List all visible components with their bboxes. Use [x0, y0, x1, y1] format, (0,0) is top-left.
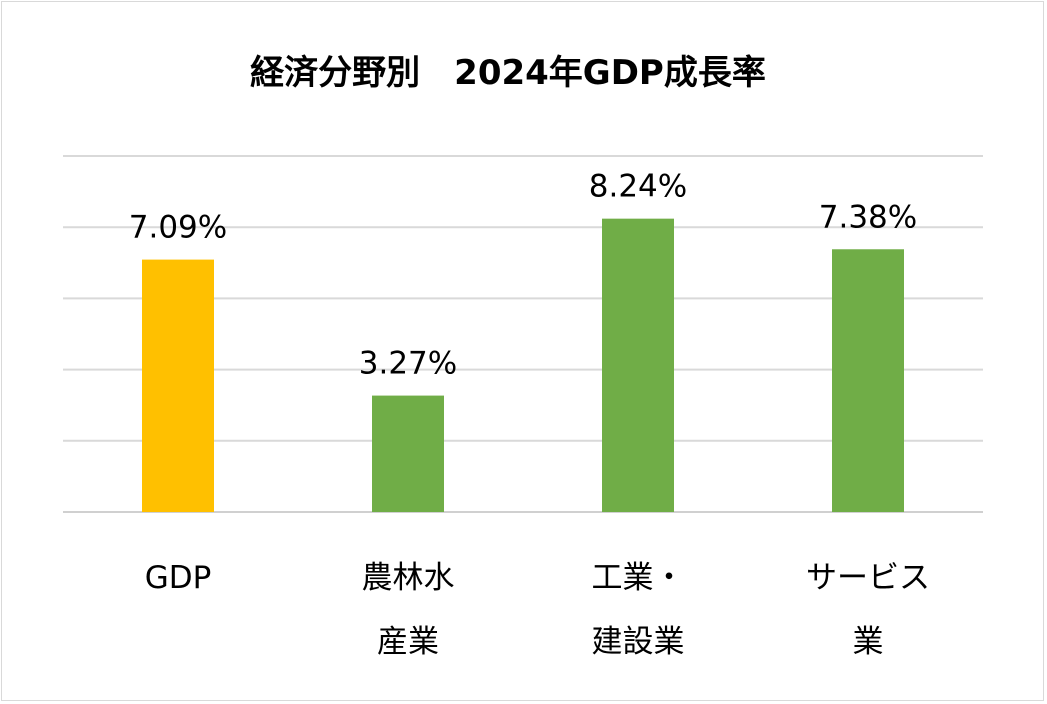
- category-label: 建設業: [592, 624, 685, 660]
- category-label: サービス: [806, 560, 930, 596]
- data-labels: 7.09% 3.27% 8.24% 7.38%: [129, 169, 917, 382]
- category-label: 工業・: [592, 560, 685, 596]
- data-label: 3.27%: [359, 346, 457, 382]
- category-label: 業: [853, 624, 884, 660]
- gridlines: [63, 155, 983, 513]
- category-label: 農林水: [362, 560, 455, 596]
- bar: [372, 395, 444, 512]
- data-label: 8.24%: [589, 169, 687, 205]
- category-label: GDP: [145, 560, 212, 596]
- bar: [602, 218, 674, 512]
- bar: [142, 259, 214, 512]
- data-label: 7.09%: [129, 210, 227, 246]
- category-label: 産業: [377, 624, 439, 660]
- chart-title: 経済分野別 2024年GDP成長率: [250, 53, 766, 93]
- bar: [832, 249, 904, 512]
- bars: [142, 218, 904, 512]
- data-label: 7.38%: [819, 199, 917, 235]
